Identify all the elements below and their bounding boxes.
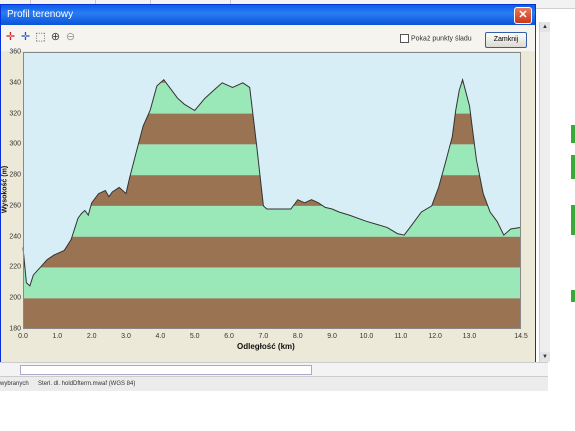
close-icon[interactable]: ✕ — [514, 7, 532, 24]
side-panel-marker — [571, 155, 575, 179]
scroll-up-icon[interactable]: ▲ — [540, 22, 550, 32]
strip-divider — [230, 0, 231, 7]
elevation-band — [23, 267, 521, 299]
plot-frame — [23, 52, 521, 329]
x-tick-label: 6.0 — [224, 333, 234, 340]
elevation-line — [22, 77, 522, 287]
elevation-band — [23, 236, 521, 268]
x-tick-label: 8.0 — [292, 333, 303, 340]
x-tick-label: 7.0 — [258, 333, 269, 340]
y-tick-label: 240 — [9, 233, 21, 241]
x-tick-label: 3.0 — [121, 333, 131, 340]
strip-divider — [30, 0, 31, 7]
checkbox-box[interactable] — [400, 34, 409, 43]
x-tick-label: 11.0 — [394, 333, 408, 340]
x-tick-label: 0.0 — [18, 333, 28, 340]
status-left-text: wybranych — [0, 381, 29, 387]
window-titlebar[interactable]: Profil terenowy ✕ — [1, 5, 535, 25]
zoom-in-icon[interactable]: ⊕ — [50, 31, 61, 43]
x-tick-label: 9.0 — [327, 333, 337, 340]
y-tick-label: 360 — [9, 48, 21, 56]
zoom-out-icon[interactable]: ⊖ — [65, 31, 76, 43]
y-tick-label: 320 — [9, 110, 21, 118]
status-bar: wybranych Sterl. dl. holdDfterm.mwaf (WG… — [0, 376, 548, 391]
scroll-down-icon[interactable]: ▼ — [540, 352, 550, 362]
close-button[interactable]: Zamknij — [485, 32, 527, 48]
x-tick-label: 12.0 — [428, 333, 442, 340]
show-points-checkbox[interactable]: Pokaż punkty śladu — [400, 34, 472, 43]
bottom-scroll-area — [0, 362, 548, 377]
x-tick-label: 1.0 — [52, 333, 63, 340]
y-tick-label: 200 — [9, 294, 21, 302]
strip-divider — [150, 0, 151, 7]
x-tick-label: 10.0 — [359, 333, 374, 340]
x-tick-label: 13.0 — [462, 333, 477, 340]
y-tick-label: 180 — [9, 325, 21, 333]
status-right-text: Sterl. dl. holdDfterm.mwaf (WGS 84) — [38, 381, 136, 387]
side-panel-marker — [571, 205, 575, 235]
y-tick-label: 220 — [9, 263, 21, 271]
y-tick-label: 280 — [9, 171, 21, 179]
side-panel-marker — [571, 125, 575, 143]
strip-divider — [95, 0, 96, 7]
x-tick-label: 4.0 — [155, 333, 166, 340]
x-tick-label: 14.5 — [514, 333, 528, 340]
window-title: Profil terenowy — [7, 9, 74, 20]
y-tick-label: 260 — [9, 202, 21, 210]
y-tick-label: 300 — [9, 140, 21, 148]
y-axis-title: Wysokość (m) — [1, 165, 9, 214]
crosshair-blue-icon[interactable]: ✛ — [20, 31, 31, 43]
toolbar: ✛ ✛ ⬚ ⊕ ⊖ Pokaż punkty śladu Zamknij — [1, 25, 535, 51]
y-tick-label: 340 — [9, 79, 21, 87]
show-points-label: Pokaż punkty śladu — [411, 35, 472, 43]
x-axis-title: Odległość (km) — [237, 342, 295, 351]
crosshair-red-icon[interactable]: ✛ — [5, 31, 16, 43]
vertical-scrollbar[interactable]: ▲ ▼ — [539, 22, 550, 362]
x-tick-label: 2.0 — [86, 333, 97, 340]
x-tick-label: 5.0 — [189, 333, 200, 340]
side-panel-marker — [571, 290, 575, 302]
horizontal-scrollbar[interactable] — [20, 365, 312, 375]
zoom-area-icon[interactable]: ⬚ — [35, 31, 46, 43]
elevation-band — [23, 298, 521, 329]
elevation-band — [23, 205, 521, 237]
